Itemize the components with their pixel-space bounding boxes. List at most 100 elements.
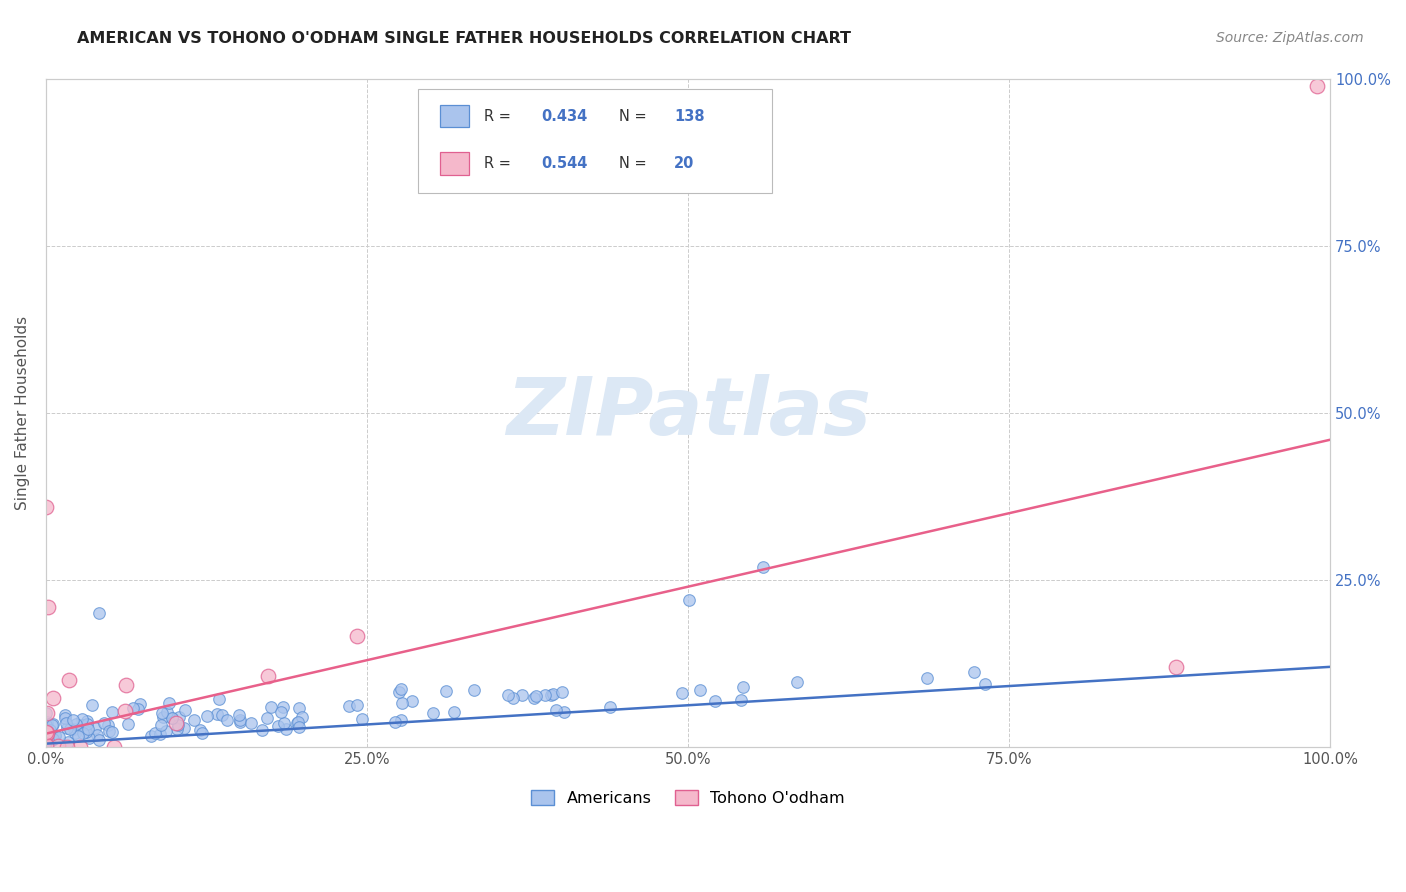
Point <box>533 688 555 702</box>
Text: 0.544: 0.544 <box>541 156 588 171</box>
Point <box>53 707 76 722</box>
Point <box>256 669 278 683</box>
Point <box>401 694 423 708</box>
Point <box>422 706 444 720</box>
Y-axis label: Single Father Households: Single Father Households <box>15 316 30 510</box>
Point <box>41 717 63 731</box>
Point <box>70 718 93 732</box>
Point <box>963 665 986 679</box>
Text: 138: 138 <box>673 109 704 124</box>
Point <box>671 686 693 700</box>
Point <box>287 715 309 730</box>
Point <box>121 701 143 715</box>
Point <box>39 731 62 746</box>
Point <box>42 732 65 747</box>
Point <box>730 693 752 707</box>
Point <box>152 710 174 724</box>
Point <box>169 710 191 724</box>
Point <box>129 697 152 711</box>
Point <box>434 683 457 698</box>
Point <box>42 691 65 706</box>
Point <box>266 718 288 732</box>
Point <box>55 722 77 736</box>
Point <box>287 701 309 715</box>
Point <box>35 726 58 740</box>
Point <box>76 717 98 731</box>
Point <box>346 698 368 712</box>
Point <box>35 725 58 739</box>
Point <box>250 723 273 737</box>
Point <box>160 711 183 725</box>
FancyBboxPatch shape <box>419 89 772 193</box>
Point <box>228 713 250 727</box>
Point <box>291 710 314 724</box>
FancyBboxPatch shape <box>440 105 468 127</box>
Text: 20: 20 <box>673 156 695 171</box>
Text: ZIPatlas: ZIPatlas <box>506 374 870 452</box>
Point <box>143 726 166 740</box>
Point <box>35 500 58 514</box>
Point <box>148 727 170 741</box>
Point <box>173 722 195 736</box>
Point <box>38 733 60 747</box>
Point <box>41 733 63 747</box>
Point <box>752 559 775 574</box>
Point <box>114 704 136 718</box>
Point <box>58 673 80 687</box>
Text: 0.434: 0.434 <box>541 109 588 124</box>
Point <box>239 716 262 731</box>
Point <box>35 727 58 741</box>
Point <box>72 725 94 739</box>
Text: R =: R = <box>484 156 516 171</box>
Point <box>260 699 283 714</box>
Point <box>388 685 411 699</box>
Point <box>150 718 173 732</box>
Point <box>93 716 115 731</box>
Point <box>67 729 90 743</box>
Point <box>510 688 533 702</box>
Legend: Americans, Tohono O'odham: Americans, Tohono O'odham <box>524 783 852 813</box>
Point <box>70 712 93 726</box>
Point <box>346 629 368 643</box>
Point <box>53 711 76 725</box>
Point <box>97 718 120 732</box>
Point <box>207 707 229 722</box>
Point <box>35 723 58 737</box>
Text: R =: R = <box>484 109 516 124</box>
Point <box>541 687 564 701</box>
Point <box>733 680 755 694</box>
Point <box>55 739 77 754</box>
Point <box>273 715 295 730</box>
Point <box>384 714 406 729</box>
Point <box>35 732 58 747</box>
Point <box>35 737 58 751</box>
Point <box>524 689 547 703</box>
Point <box>37 706 59 721</box>
Point <box>35 706 58 721</box>
Point <box>389 681 412 696</box>
Point <box>76 714 98 728</box>
Point <box>215 714 238 728</box>
Point <box>35 730 58 744</box>
Point <box>35 731 58 745</box>
Point <box>42 716 65 731</box>
Point <box>55 715 77 730</box>
Point <box>83 721 105 735</box>
Point <box>115 678 138 692</box>
Point <box>69 739 91 754</box>
Point <box>63 722 86 736</box>
Point <box>208 691 231 706</box>
Point <box>188 723 211 738</box>
Point <box>167 718 190 732</box>
Point <box>443 705 465 719</box>
Point <box>678 593 700 607</box>
Point <box>37 717 59 731</box>
Text: AMERICAN VS TOHONO O'ODHAM SINGLE FATHER HOUSEHOLDS CORRELATION CHART: AMERICAN VS TOHONO O'ODHAM SINGLE FATHER… <box>77 31 851 46</box>
Point <box>173 703 195 717</box>
Point <box>38 735 60 749</box>
Point <box>103 739 125 754</box>
Point <box>389 714 412 728</box>
Point <box>35 738 58 752</box>
Point <box>82 698 104 712</box>
Point <box>44 729 66 743</box>
